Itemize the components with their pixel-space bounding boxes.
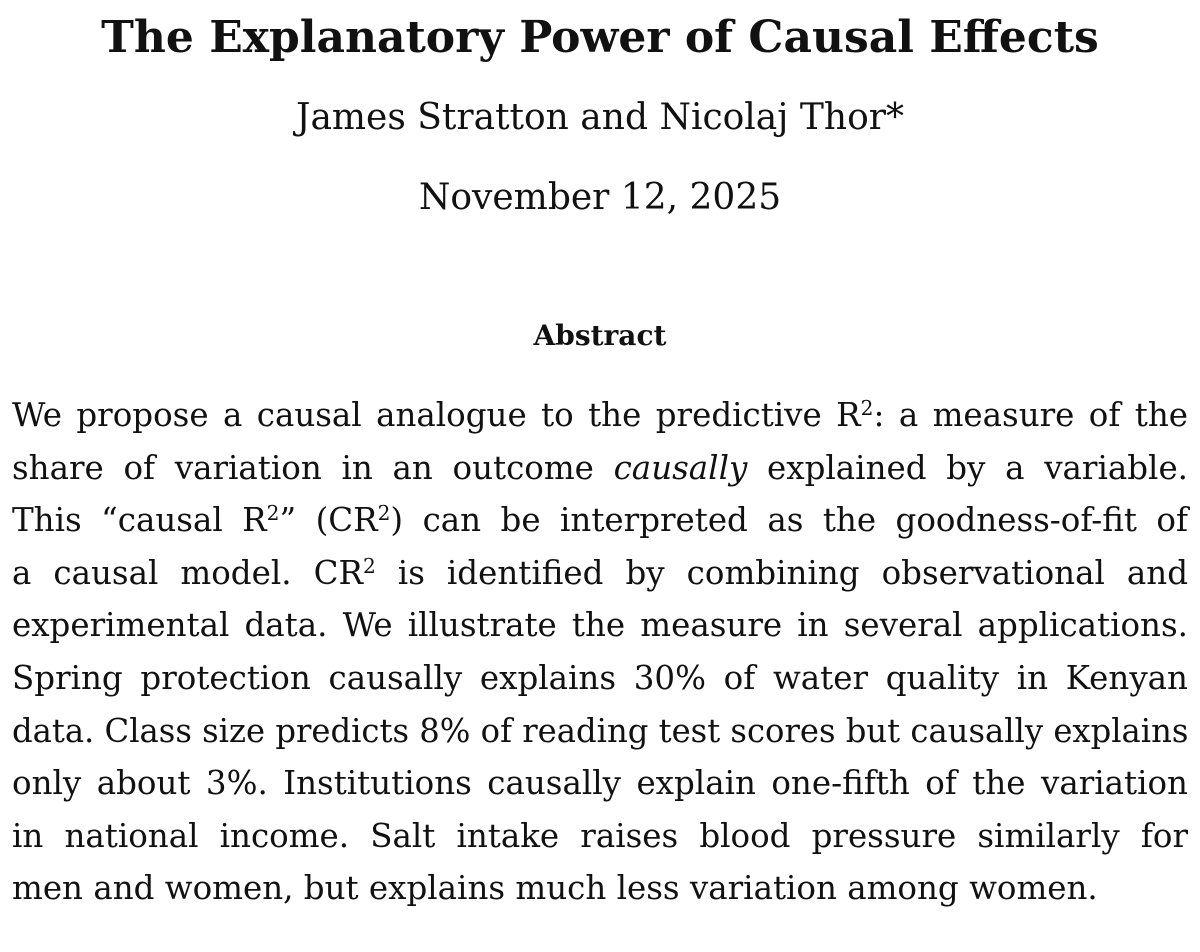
abstract-line: share of variation in an outcome causall… [12,448,1189,487]
abstract-line: data. Class size predicts 8% of reading … [12,711,1189,750]
abstract-line: in national income. Salt intake raises b… [12,816,1188,855]
superscript: 2 [266,501,280,526]
superscript: 2 [860,395,874,420]
paper-title: The Explanatory Power of Causal Effects [101,12,1099,63]
abstract-line: experimental data. We illustrate the mea… [12,606,1188,645]
abstract-line: only about 3%. Institutions causally exp… [12,764,1188,803]
abstract-body: We propose a causal analogue to the pred… [12,389,1188,915]
abstract-heading: Abstract [533,319,667,352]
superscript: 2 [377,501,391,526]
superscript: 2 [362,553,376,578]
abstract-line: Spring protection causally explains 30% … [12,658,1188,697]
emphasis: causally [613,448,748,487]
paper-date: November 12, 2025 [418,177,782,218]
abstract-line: This “causal R2” (CR2) can be interprete… [12,501,1188,540]
abstract-line: a causal model. CR2 is identified by com… [12,553,1188,592]
abstract-line: We propose a causal analogue to the pred… [12,395,1189,434]
abstract-line: men and women, but explains much less va… [12,869,1098,908]
paper-authors: James Stratton and Nicolaj Thor* [296,97,904,138]
